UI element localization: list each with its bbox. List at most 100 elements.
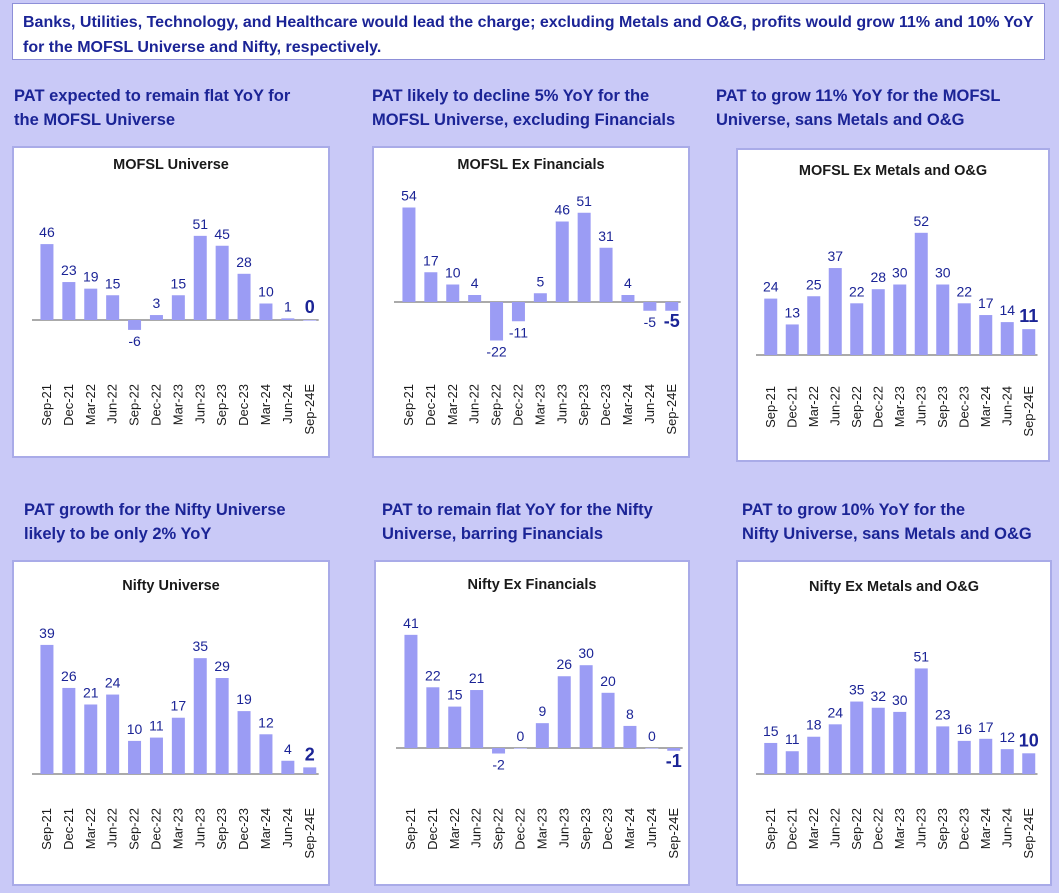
category-label: Dec-22 [148,384,163,426]
data-label: 10 [445,265,461,281]
data-label: 15 [447,687,463,703]
bar [128,320,142,330]
headline-banner: Banks, Utilities, Technology, and Health… [12,3,1045,60]
bar [193,235,207,320]
data-label: 5 [536,273,544,289]
data-label: 21 [469,670,485,686]
data-label: 46 [39,224,55,240]
category-label: Jun-24 [999,808,1014,848]
bar [259,734,273,774]
category-label: Jun-23 [192,808,207,848]
category-label: Sep-22 [127,384,142,426]
bar [957,303,971,355]
category-label: Dec-22 [148,808,163,850]
category-label: Sep-22 [491,808,506,850]
bar [106,295,120,320]
category-label: Sep-21 [763,386,778,428]
bar [555,221,569,302]
data-label: 26 [61,668,77,684]
category-label: Jun-23 [192,384,207,424]
data-label: 15 [105,275,121,291]
data-label: 11 [1019,306,1038,326]
bar [665,302,679,311]
category-label: Dec-21 [784,386,799,428]
data-label: 51 [192,216,208,232]
category-label: Mar-23 [892,386,907,427]
data-label: 35 [192,638,208,654]
bar [171,717,185,774]
data-label: 20 [600,673,616,689]
category-label: Dec-21 [61,808,76,850]
category-label: Dec-23 [236,808,251,850]
bar [426,687,440,748]
category-label: Jun-23 [913,386,928,426]
data-label: 4 [284,741,292,757]
data-label: 10 [1019,730,1039,750]
bar [871,289,885,355]
category-label: Mar-22 [447,808,462,849]
chart-panel-mofsl-ex-metals: MOFSL Ex Metals and O&G 24 Sep-21 13 Dec-21… [736,148,1050,462]
bar [513,748,527,749]
chart-svg: 15 Sep-21 11 Dec-21 18 Mar-22 24 Jun-22 35 Sep-22… [756,648,1039,859]
bar [850,303,864,355]
bar [128,740,142,774]
data-label: 54 [401,188,417,204]
data-label: 24 [763,279,779,295]
data-label: 29 [214,658,230,674]
bar [40,644,54,774]
data-label: 12 [258,714,274,730]
chart-svg: 46 Sep-21 23 Dec-21 19 Mar-22 15 Jun-22 -6 Sep-22… [32,216,319,435]
data-label: 22 [956,283,972,299]
chart-panel-mofsl-ex-financials: MOFSL Ex Financials 54 Sep-21 17 Dec-21 10 Ma… [372,146,690,458]
bar [785,324,799,355]
category-label: Dec-23 [956,386,971,428]
category-label: Mar-24 [978,808,993,849]
chart-panel-nifty-ex-financials: Nifty Ex Financials 41 Sep-21 22 Dec-21 15 Ma… [374,560,690,886]
chart-svg: 39 Sep-21 26 Dec-21 21 Mar-22 24 Jun-22 10 Sep-22… [32,625,319,859]
category-label: Mar-22 [445,384,460,425]
category-label: Mar-23 [170,384,185,425]
bar [667,748,681,751]
data-label: 26 [556,656,572,672]
category-label: Jun-24 [999,386,1014,426]
data-label: 19 [83,269,99,285]
data-label: 25 [806,276,822,292]
bar [535,723,549,748]
bar [893,284,907,355]
caption-mofsl-universe: PAT expected to remain flat YoY for the … [14,87,291,129]
bar [533,293,547,302]
category-label: Sep-23 [935,808,950,850]
data-label: 30 [935,265,951,281]
data-label: 14 [999,302,1015,318]
category-label: Sep-23 [214,384,229,426]
data-label: 30 [892,692,908,708]
chart-title: MOFSL Ex Metals and O&G [798,163,988,179]
data-label: 11 [785,731,800,747]
data-label: 17 [171,698,187,714]
category-label: Dec-22 [870,386,885,428]
data-label: 15 [763,723,779,739]
data-label: 11 [149,718,164,734]
bar [492,748,506,754]
category-label: Sep-24E [1021,386,1036,437]
data-label: 17 [978,719,994,735]
bar [448,706,462,748]
data-label: 52 [913,213,929,229]
bar [914,232,928,355]
bar [303,767,317,774]
bar [1000,322,1014,355]
category-label: Dec-21 [425,808,440,850]
data-label: 19 [236,691,252,707]
bar [623,725,637,748]
bar [601,692,615,748]
category-label: Sep-21 [401,384,416,426]
category-label: Sep-24E [664,384,679,435]
category-label: Jun-22 [467,384,482,424]
data-label: 45 [214,226,230,242]
data-label: 8 [626,706,634,722]
bar [490,302,504,341]
category-label: Mar-23 [170,808,185,849]
data-label: 23 [61,262,77,278]
category-label: Jun-22 [105,808,120,848]
category-label: Sep-23 [214,808,229,850]
